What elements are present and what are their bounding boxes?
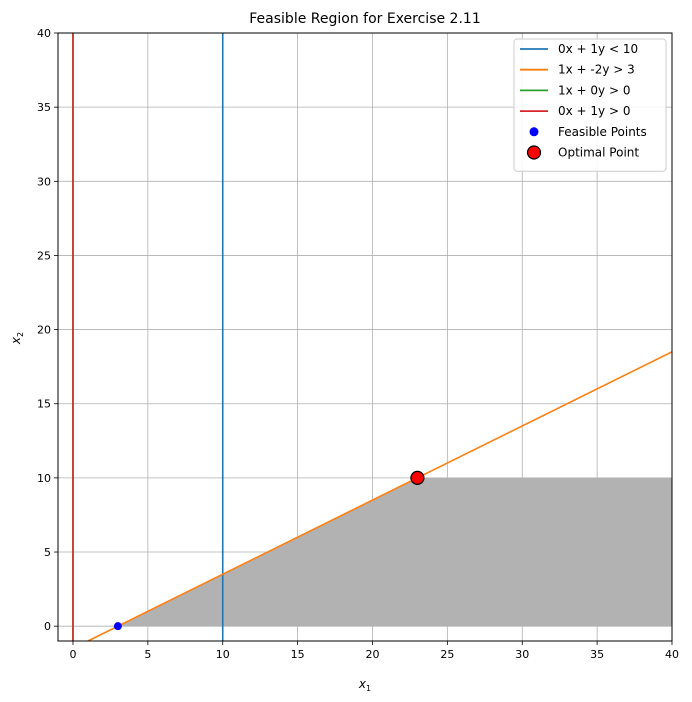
y-axis-label-main: x xyxy=(9,336,23,345)
x-tick-label: 25 xyxy=(440,648,454,661)
legend: 0x + 1y < 10 1x + -2y > 3 1x + 0y > 0 0x + … xyxy=(513,38,667,172)
legend-label: 1x + 0y > 0 xyxy=(558,83,630,97)
x-axis-label-main: x xyxy=(358,677,367,691)
series-layer xyxy=(72,33,672,641)
y-tick-label: 30 xyxy=(37,175,51,188)
y-tick-label: 10 xyxy=(37,472,51,485)
legend-label: Optimal Point xyxy=(558,146,639,160)
x-axis-label-sub: 1 xyxy=(366,684,371,693)
feasible-region xyxy=(117,477,672,627)
legend-item: 0x + 1y < 10 xyxy=(520,42,638,56)
points-layer xyxy=(113,470,425,631)
legend-swatch xyxy=(526,145,542,160)
x-tick-label: 35 xyxy=(590,648,604,661)
feasible-region-layer xyxy=(117,477,672,627)
legend-item: Optimal Point xyxy=(526,145,639,160)
plot-frame xyxy=(57,32,673,642)
y-tick-label: 40 xyxy=(37,27,51,40)
tick-layer: 0 5 10 15 20 25 30 35 40 0 5 10 15 20 25 30 35 40 xyxy=(37,27,679,661)
legend-label: 1x + -2y > 3 xyxy=(558,63,635,77)
legend-swatch xyxy=(529,127,539,137)
y-tick-label: 15 xyxy=(37,398,51,411)
legend-label: 0x + 1y < 10 xyxy=(558,42,638,56)
legend-label: Feasible Points xyxy=(558,125,647,139)
x-tick-label: 30 xyxy=(515,648,529,661)
legend-label: 0x + 1y > 0 xyxy=(558,104,630,118)
optimal-point xyxy=(410,470,425,485)
y-axis-label-sub: 2 xyxy=(16,332,25,337)
x-tick-label: 40 xyxy=(665,648,679,661)
y-tick-label: 5 xyxy=(44,546,51,559)
x-tick-label: 15 xyxy=(291,648,305,661)
legend-box xyxy=(513,38,667,172)
legend-item: 0x + 1y > 0 xyxy=(520,104,630,118)
y-tick-label: 25 xyxy=(37,249,51,262)
y-tick-label: 0 xyxy=(44,620,51,633)
feasible-point xyxy=(113,622,122,631)
legend-item: Feasible Points xyxy=(529,125,647,139)
y-tick-label: 35 xyxy=(37,101,51,114)
x-tick-label: 5 xyxy=(144,648,151,661)
legend-item: 1x + -2y > 3 xyxy=(520,63,635,77)
x-tick-label: 0 xyxy=(69,648,76,661)
legend-item: 1x + 0y > 0 xyxy=(520,83,630,97)
chart-title: Feasible Region for Exercise 2.11 xyxy=(249,11,480,27)
x-tick-label: 20 xyxy=(365,648,379,661)
x-tick-label: 10 xyxy=(216,648,230,661)
y-axis-label: x2 xyxy=(9,332,25,345)
series-line-2 xyxy=(87,351,672,641)
y-tick-label: 20 xyxy=(37,324,51,337)
x-axis-label: x1 xyxy=(358,677,371,693)
